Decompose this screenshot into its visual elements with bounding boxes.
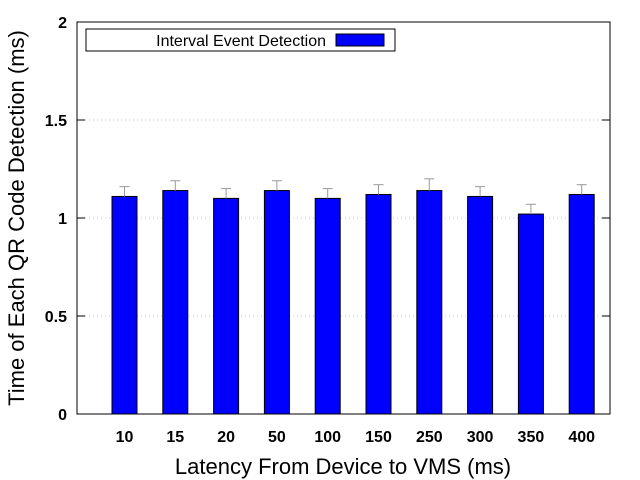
x-tick-label-10: 10 bbox=[116, 429, 134, 446]
bar-layer bbox=[111, 190, 595, 415]
x-tick-label-50: 50 bbox=[268, 429, 286, 446]
y-tick-label: 0 bbox=[58, 407, 67, 424]
x-tick-label-250: 250 bbox=[416, 429, 443, 446]
bar-250 bbox=[416, 190, 443, 415]
bar-50 bbox=[263, 190, 290, 415]
y-tick-label: 1 bbox=[58, 211, 67, 228]
y-tick-label: 1.5 bbox=[45, 113, 67, 130]
bar-400 bbox=[568, 193, 595, 415]
bar-100 bbox=[314, 197, 341, 415]
bar-150 bbox=[365, 193, 392, 415]
x-tick-label-300: 300 bbox=[467, 429, 494, 446]
x-tick-label-350: 350 bbox=[518, 429, 545, 446]
bar-300 bbox=[467, 195, 494, 415]
y-tick-layer: 0 0.5 1 1.5 2 bbox=[45, 15, 610, 424]
bar-10 bbox=[111, 195, 138, 415]
legend: Interval Event Detection bbox=[85, 28, 396, 52]
error-bar-layer bbox=[119, 178, 587, 215]
x-tick-label-15: 15 bbox=[166, 429, 184, 446]
bar-350 bbox=[517, 213, 544, 415]
bar-15 bbox=[162, 190, 189, 415]
x-tick-layer: 10 15 20 50 100 150 250 300 350 400 bbox=[116, 429, 596, 446]
y-tick-label: 2 bbox=[58, 15, 67, 32]
x-tick-label-400: 400 bbox=[568, 429, 595, 446]
y-tick-label: 0.5 bbox=[45, 309, 67, 326]
y-axis-title: Time of Each QR Code Detection (ms) bbox=[4, 30, 29, 406]
x-tick-label-100: 100 bbox=[314, 429, 341, 446]
legend-box bbox=[85, 28, 396, 52]
x-tick-label-150: 150 bbox=[365, 429, 392, 446]
bar-20 bbox=[213, 197, 240, 415]
x-tick-label-20: 20 bbox=[217, 429, 235, 446]
legend-swatch bbox=[335, 33, 385, 47]
legend-label: Interval Event Detection bbox=[156, 33, 326, 50]
x-axis-title: Latency From Device to VMS (ms) bbox=[175, 454, 511, 479]
